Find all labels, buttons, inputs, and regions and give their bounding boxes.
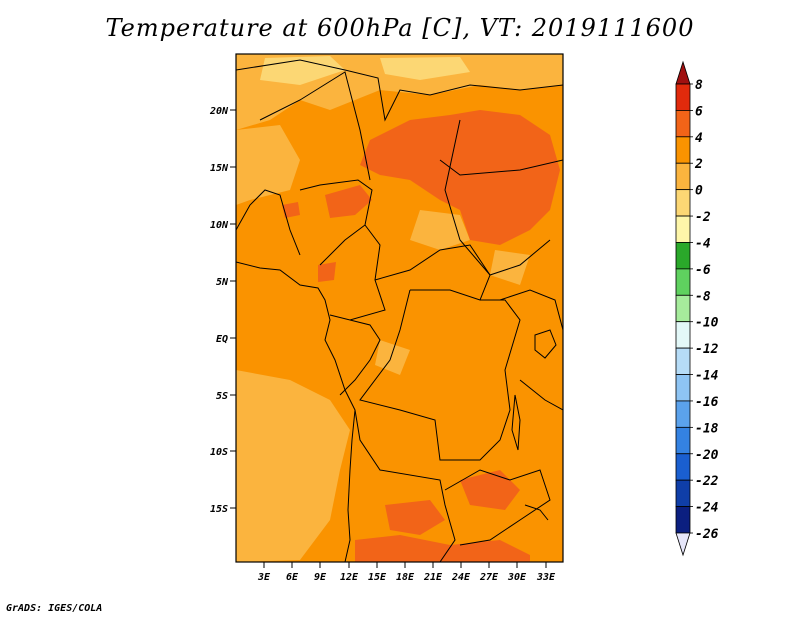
colorbar-arrow-top: [675, 60, 691, 85]
lat-tick-label: 5S: [216, 391, 228, 402]
latitude-axis: 20N 15N 10N 5N EQ 5S 10S 15S: [209, 106, 236, 515]
lon-tick-label: 21E: [423, 572, 443, 583]
colorbar-label: -14: [695, 369, 719, 384]
colorbar: 8 6 4 2 0 -2 -4 -6 -8 -10 -12 -14 -16 -18 -20 -22 -24 -26: [675, 60, 719, 557]
lon-tick-label: 30E: [507, 572, 527, 583]
colorbar-label: -4: [695, 236, 711, 251]
lon-tick-label: 6E: [286, 572, 299, 583]
field-cool-patch-2: [490, 250, 530, 285]
lat-tick-label: EQ: [216, 334, 228, 345]
border-zambia: [444, 469, 551, 546]
plot-frame: [235, 53, 564, 563]
colorbar-label: 4: [695, 131, 703, 146]
colorbar-label: -22: [695, 474, 719, 489]
lat-tick-label: 10S: [210, 447, 228, 458]
lat-tick-label: 10N: [210, 220, 229, 231]
colorbar-swatch: [675, 242, 691, 270]
grads-credit: GrADS: IGES/COLA: [6, 603, 103, 614]
field-coolest-northeast: [380, 57, 470, 80]
lon-tick-label: 18E: [396, 572, 415, 583]
colorbar-swatch: [675, 374, 691, 402]
colorbar-swatch: [675, 110, 691, 138]
temperature-field: [236, 54, 563, 562]
field-warm-sahel: [360, 110, 560, 245]
field-warm-east: [460, 470, 520, 510]
border-sahara: [236, 59, 563, 122]
border-cameroon: [329, 224, 386, 321]
lon-tick-label: 27E: [479, 572, 499, 583]
colorbar-label: -16: [695, 395, 719, 410]
colorbar-swatch: [675, 268, 691, 296]
lon-tick-label: 3E: [257, 572, 271, 583]
colorbar-label: -10: [695, 316, 719, 331]
colorbar-swatch: [675, 294, 691, 323]
border-drc: [359, 289, 521, 461]
lon-tick-label: 33E: [536, 572, 556, 583]
colorbar-swatch: [675, 453, 691, 481]
field-warm-ghana: [282, 202, 300, 218]
colorbar-swatch: [675, 506, 691, 534]
colorbar-label: -6: [695, 263, 711, 278]
lat-tick-label: 5N: [216, 277, 229, 288]
colorbar-swatch: [675, 136, 691, 164]
colorbar-swatch: [675, 162, 691, 191]
field-cool-northwest: [236, 125, 300, 205]
country-borders: [236, 59, 563, 562]
colorbar-swatch: [675, 83, 691, 111]
colorbar-label: 0: [695, 184, 703, 199]
lake-tanganyika: [511, 394, 521, 451]
lon-tick-label: 24E: [451, 572, 471, 583]
field-warm-south: [355, 535, 530, 562]
lon-tick-label: 15E: [368, 572, 387, 583]
lake-malawi: [524, 504, 549, 521]
longitude-axis: 3E 6E 9E 12E 15E 18E 21E 24E 27E 30E 33E: [257, 562, 556, 583]
border-angola: [354, 409, 456, 562]
colorbar-label: -26: [695, 527, 719, 542]
field-cool-southwest: [236, 370, 350, 562]
colorbar-label: 6: [695, 104, 703, 119]
border-sudan: [439, 159, 563, 176]
lat-tick-label: 15N: [210, 163, 229, 174]
border-car: [374, 244, 491, 301]
colorbar-label: -12: [695, 342, 719, 357]
lat-tick-label: 15S: [210, 504, 228, 515]
border-west-africa: [236, 189, 301, 256]
lake-victoria: [534, 329, 557, 359]
colorbar-label: -24: [695, 501, 719, 516]
colorbar-swatch: [675, 215, 691, 243]
lon-tick-label: 9E: [314, 572, 327, 583]
colorbar-label: -20: [695, 448, 719, 463]
colorbar-label: 2: [694, 157, 703, 172]
lat-tick-label: 20N: [209, 106, 229, 117]
colorbar-swatch: [675, 321, 691, 349]
border-niger: [259, 71, 371, 181]
map-title: Temperature at 600hPa [C], VT: 201911160…: [105, 14, 695, 42]
colorbar-swatch: [675, 400, 691, 428]
field-warm-zambia: [385, 500, 445, 535]
colorbar-swatch: [675, 189, 691, 217]
field-cool-patch-1: [375, 340, 410, 375]
coastline-west: [236, 261, 356, 562]
border-nigeria: [299, 179, 373, 266]
field-warm-coast: [318, 262, 336, 282]
colorbar-label: 8: [695, 78, 703, 93]
colorbar-label: -2: [695, 210, 711, 225]
colorbar-swatch: [675, 347, 691, 375]
field-warm-nigeria: [325, 185, 372, 218]
field-cool-center: [410, 210, 470, 250]
lon-tick-label: 12E: [340, 572, 359, 583]
border-east: [499, 289, 563, 331]
colorbar-label: -18: [695, 421, 719, 436]
colorbar-label: -8: [695, 289, 711, 304]
colorbar-swatch: [675, 479, 691, 507]
colorbar-arrow-bottom: [675, 532, 691, 557]
border-east-2: [519, 379, 563, 411]
border-congo: [339, 319, 381, 396]
colorbar-swatch: [675, 426, 691, 455]
border-chad: [444, 119, 551, 276]
